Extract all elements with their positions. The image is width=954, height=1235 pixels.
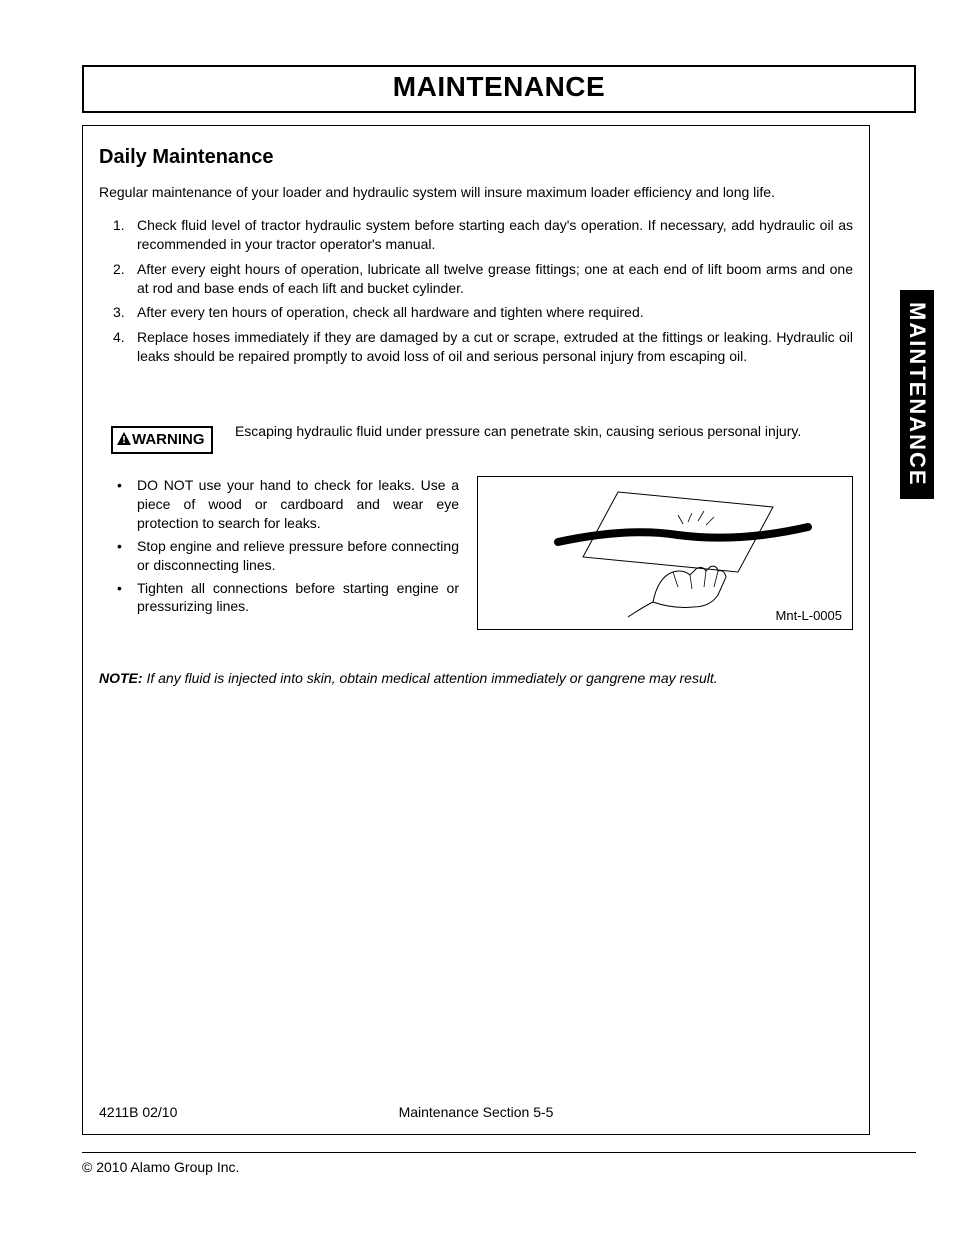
numbered-list: Check fluid level of tractor hydraulic s… <box>99 216 853 366</box>
list-item: DO NOT use your hand to check for leaks.… <box>113 476 459 533</box>
content-frame: Daily Maintenance Regular maintenance of… <box>82 125 870 1135</box>
page-header: MAINTENANCE <box>82 65 916 113</box>
section-intro: Regular maintenance of your loader and h… <box>99 183 853 202</box>
footer-section: Maintenance Section 5-5 <box>399 1104 554 1120</box>
warning-text: Escaping hydraulic fluid under pressure … <box>235 423 801 439</box>
figure-leak-check: Mnt-L-0005 <box>477 476 853 630</box>
content-footer: 4211B 02/10 Maintenance Section 5-5 <box>99 1104 853 1120</box>
list-item: Tighten all connections before starting … <box>113 579 459 617</box>
section-title: Daily Maintenance <box>99 146 853 169</box>
list-item: After every eight hours of operation, lu… <box>99 260 853 298</box>
warning-triangle-icon <box>117 432 131 449</box>
page-title: MAINTENANCE <box>84 71 914 103</box>
list-item: After every ten hours of operation, chec… <box>99 303 853 322</box>
warning-block: WARNING Escaping hydraulic fluid under p… <box>99 426 853 454</box>
footer-doc-id: 4211B 02/10 <box>99 1104 177 1120</box>
warning-label: WARNING <box>111 426 213 454</box>
list-item: Stop engine and relieve pressure before … <box>113 537 459 575</box>
note-prefix: NOTE: <box>99 670 143 686</box>
warning-details-row: DO NOT use your hand to check for leaks.… <box>99 476 853 630</box>
footer-rule <box>82 1152 916 1153</box>
copyright-text: © 2010 Alamo Group Inc. <box>82 1159 239 1175</box>
note-text: If any fluid is injected into skin, obta… <box>143 670 718 686</box>
note-line: NOTE: If any fluid is injected into skin… <box>99 670 853 686</box>
list-item: Replace hoses immediately if they are da… <box>99 328 853 366</box>
warning-label-text: WARNING <box>132 431 205 448</box>
list-item: Check fluid level of tractor hydraulic s… <box>99 216 853 254</box>
bullet-list: DO NOT use your hand to check for leaks.… <box>99 476 459 630</box>
figure-label: Mnt-L-0005 <box>776 608 842 623</box>
side-tab-maintenance: MAINTENANCE <box>900 290 934 499</box>
